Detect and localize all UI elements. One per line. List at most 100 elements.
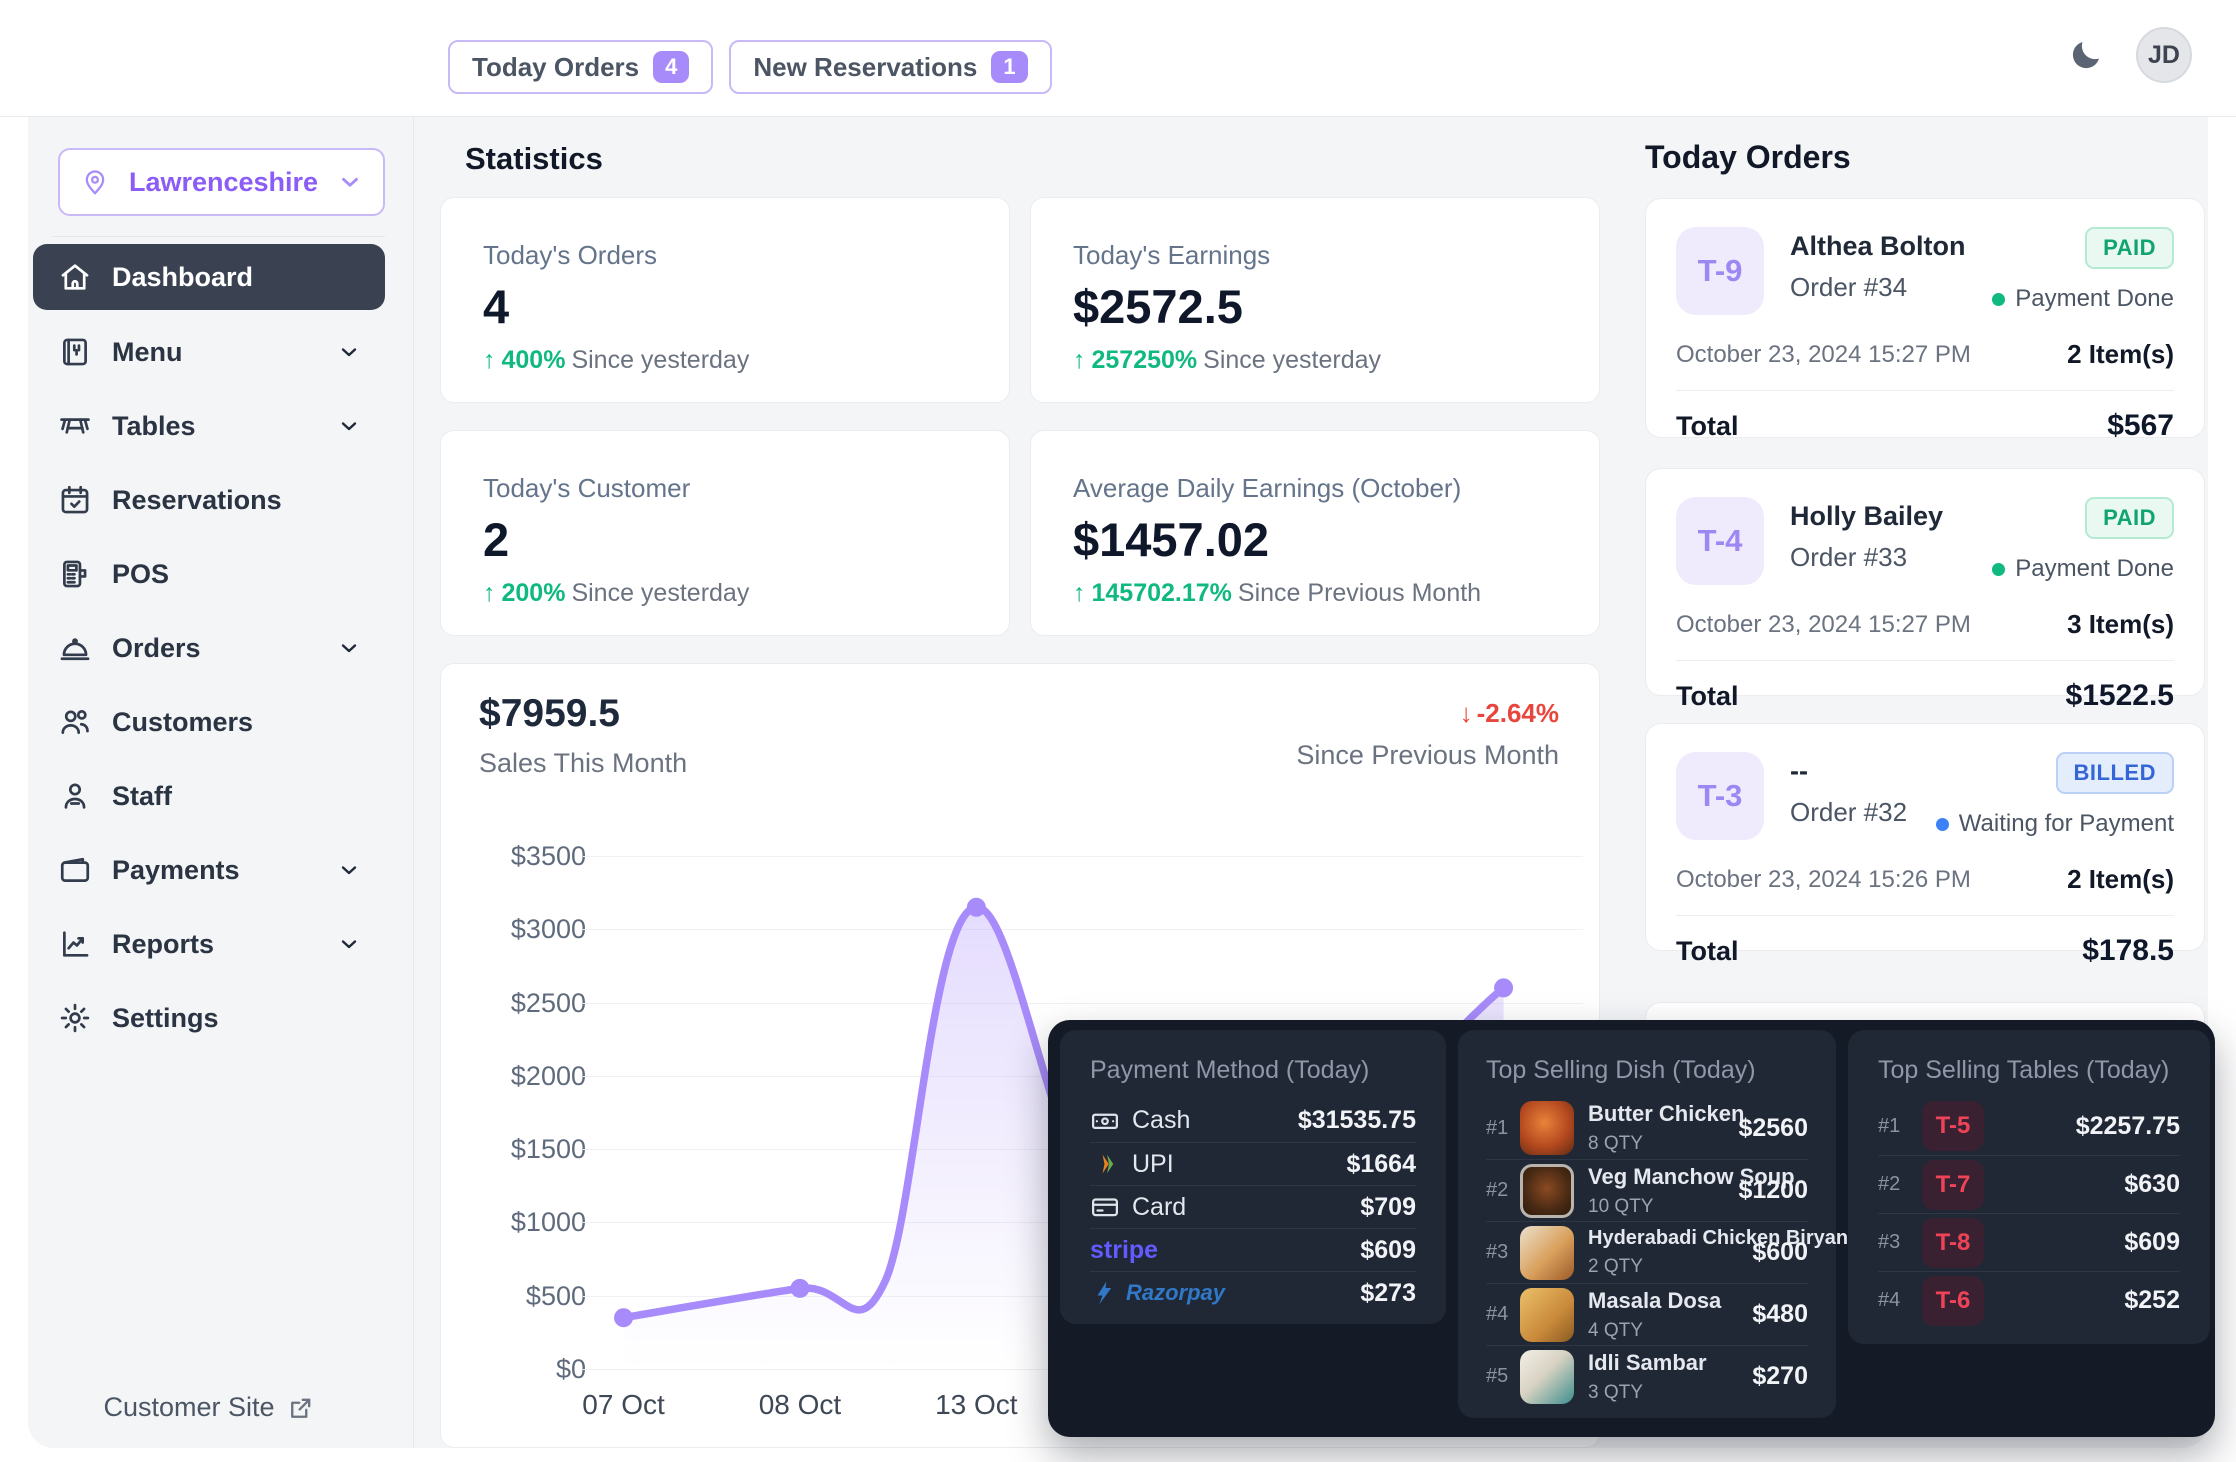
sidebar-item-reservations[interactable]: Reservations — [33, 468, 385, 532]
chart-data-point — [790, 1278, 810, 1298]
sidebar-item-tables[interactable]: Tables — [33, 394, 385, 458]
chevron-down-icon — [341, 422, 357, 431]
order-datetime: October 23, 2024 15:27 PM — [1676, 340, 1971, 368]
dish-amount: $2560 — [1738, 1113, 1808, 1142]
sidebar-item-reports[interactable]: Reports — [33, 912, 385, 976]
total-label: Total — [1676, 935, 1739, 966]
stripe-logo: stripe — [1090, 1235, 1159, 1264]
order-card[interactable]: T-9 Althea Bolton Order #34 PAID Payment… — [1645, 198, 2205, 442]
order-card[interactable]: T-3 -- Order #32 BILLED Waiting for Paym… — [1645, 723, 2205, 967]
y-tick-label: $3500 — [510, 841, 586, 871]
today-orders-count-badge: 4 — [653, 51, 690, 83]
sidebar-item-menu[interactable]: Menu — [33, 320, 385, 384]
payment-method-panel: Payment Method (Today) Cash $31535.75 UP… — [1060, 1030, 1446, 1324]
chevron-down-icon — [341, 866, 357, 875]
users-icon — [61, 710, 89, 734]
location-label: Lawrenceshire — [128, 166, 319, 197]
order-items-count: 2 Item(s) — [2067, 339, 2174, 369]
stat-card-todays-customer: Today's Customer 2 ↑ 200% Since yesterday — [440, 430, 1010, 636]
stat-value: 4 — [483, 280, 510, 333]
order-items-count: 3 Item(s) — [2067, 609, 2174, 639]
dish-name: Veg Manchow Soup — [1588, 1163, 1795, 1189]
stat-delta-note: Since yesterday — [1203, 346, 1382, 374]
table-row: #3 T-8 $609 — [1878, 1213, 2180, 1271]
top-bar-quick-buttons: Today Orders 4 New Reservations 1 — [448, 40, 1052, 94]
dish-name: Idli Sambar — [1588, 1349, 1707, 1375]
order-card-divider — [1676, 915, 2174, 916]
sidebar-item-orders[interactable]: Orders — [33, 616, 385, 680]
sidebar-item-payments[interactable]: Payments — [33, 838, 385, 902]
staff-user-icon — [64, 783, 86, 809]
stat-card-todays-earnings: Today's Earnings $2572.5 ↑ 257250% Since y… — [1030, 197, 1600, 403]
avatar[interactable]: JD — [2136, 27, 2192, 83]
dish-row: #5 Idli Sambar 3 QTY $270 — [1486, 1345, 1808, 1407]
table-row: #1 T-5 $2257.75 — [1878, 1097, 2180, 1155]
y-tick-label: $1000 — [510, 1207, 586, 1238]
report-chart-icon — [63, 931, 89, 957]
payment-method-row: Card $709 — [1090, 1185, 1416, 1228]
today-orders-button[interactable]: Today Orders 4 — [448, 40, 714, 94]
razorpay-logo-icon — [1097, 1281, 1112, 1305]
dark-mode-toggle[interactable] — [2064, 33, 2108, 77]
payment-method-amount: $31535.75 — [1297, 1106, 1416, 1134]
sidebar-item-customers[interactable]: Customers — [33, 690, 385, 754]
dish-image — [1520, 1163, 1574, 1218]
top-selling-tables-title: Top Selling Tables (Today) — [1878, 1056, 2170, 1084]
today-orders-heading: Today Orders — [1645, 139, 1851, 175]
order-card-divider — [1676, 390, 2174, 391]
today-orders-button-label: Today Orders — [472, 51, 640, 82]
status-badge: BILLED — [2055, 752, 2174, 794]
gear-icon — [60, 1003, 90, 1033]
sidebar-item-pos[interactable]: POS — [33, 542, 385, 606]
order-datetime: October 23, 2024 15:27 PM — [1676, 610, 1971, 638]
customer-site-label: Customer Site — [103, 1392, 275, 1422]
y-tick-label: $500 — [525, 1280, 586, 1311]
chart-data-point — [1494, 978, 1514, 998]
dish-qty: 10 QTY — [1588, 1195, 1654, 1217]
table-badge: T-4 — [1676, 497, 1764, 585]
sidebar-item-staff[interactable]: Staff — [33, 764, 385, 828]
table-badge: T-7 — [1922, 1159, 1984, 1210]
order-number: Order #34 — [1790, 272, 1908, 302]
new-reservations-button[interactable]: New Reservations 1 — [729, 40, 1052, 94]
sidebar-item-label: Staff — [112, 780, 172, 811]
table-rank: #1 — [1878, 1114, 1901, 1137]
status-badge: PAID — [2085, 227, 2174, 269]
order-items-count: 2 Item(s) — [2067, 864, 2174, 894]
location-selector[interactable]: Lawrenceshire — [58, 148, 385, 216]
y-tick-label: $2000 — [510, 1060, 586, 1091]
stat-label: Today's Orders — [483, 240, 658, 270]
payment-method-title: Payment Method (Today) — [1090, 1056, 1370, 1084]
x-tick-label: 13 Oct — [935, 1389, 1018, 1420]
table-amount: $630 — [2124, 1170, 2180, 1198]
stat-delta-percent: 400% — [501, 346, 566, 374]
upi-logo-icon — [1102, 1154, 1114, 1174]
sidebar-item-dashboard[interactable]: Dashboard — [33, 244, 385, 310]
payment-method-amount: $709 — [1360, 1192, 1416, 1221]
stat-value: $1457.02 — [1073, 513, 1270, 566]
dish-rank: #4 — [1486, 1303, 1509, 1325]
payment-status-dot — [1935, 817, 1949, 831]
payment-status: Payment Done — [2015, 555, 2174, 582]
dish-row: #1 Butter Chicken 8 QTY $2560 — [1486, 1097, 1808, 1159]
order-number: Order #32 — [1790, 797, 1908, 827]
sidebar-item-label: Reports — [112, 928, 215, 959]
customer-site-link[interactable]: Customer Site — [33, 1392, 385, 1423]
gridline — [583, 1002, 1583, 1004]
x-tick-label: 07 Oct — [582, 1389, 665, 1420]
stat-label: Today's Earnings — [1073, 240, 1271, 270]
sales-subtitle: Sales This Month — [479, 748, 688, 778]
cloche-icon — [60, 638, 90, 661]
order-card[interactable]: T-4 Holly Bailey Order #33 PAID Payment … — [1645, 468, 2205, 712]
order-datetime: October 23, 2024 15:26 PM — [1676, 865, 1971, 893]
sidebar-item-label: Dashboard — [112, 261, 254, 292]
dish-row: #4 Masala Dosa 4 QTY $480 — [1486, 1283, 1808, 1345]
table-icon — [60, 418, 90, 434]
sidebar-item-settings[interactable]: Settings — [33, 986, 385, 1050]
home-icon — [61, 264, 89, 290]
dish-image — [1520, 1225, 1574, 1280]
total-amount: $567 — [2107, 409, 2174, 442]
stat-delta-percent: 257250% — [1091, 346, 1198, 374]
table-amount: $609 — [2124, 1228, 2180, 1256]
